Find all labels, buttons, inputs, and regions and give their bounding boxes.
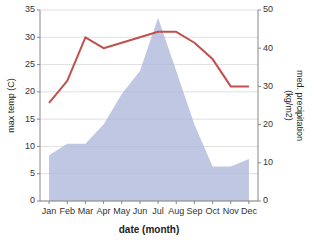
- y2-tick-label: 20: [263, 119, 273, 129]
- x-tick: [158, 201, 159, 204]
- left-axis-line: [40, 10, 41, 201]
- x-tick-label: Sep: [186, 206, 202, 216]
- y2-tick: [258, 201, 261, 202]
- x-tick-label: Feb: [59, 206, 75, 216]
- x-axis-line: [40, 201, 258, 202]
- x-tick-label: Jul: [152, 206, 164, 216]
- grid: [40, 10, 258, 201]
- y2-axis-label: med. precipitation(kg/m2): [284, 70, 305, 141]
- x-tick: [176, 201, 177, 204]
- y2-tick-label: 40: [263, 43, 273, 53]
- chart: 0 5 10 15 20 25 30 35 0 10 20 30 40 50 JanFebMarAprMay…: [0, 0, 318, 247]
- grid-line: [40, 37, 258, 38]
- y2-tick-label: 50: [263, 4, 273, 14]
- x-tick: [194, 201, 195, 204]
- x-tick-label: Dec: [241, 206, 258, 216]
- x-tick-label: Jan: [42, 206, 57, 216]
- y2-axis-label-line: (kg/m2): [284, 90, 294, 121]
- plot-area: [49, 18, 249, 201]
- right-axis-line: [258, 10, 259, 201]
- temperature-line: [49, 32, 249, 103]
- y2-tick: [258, 10, 261, 11]
- y-tick: [37, 64, 40, 65]
- y-tick-label: 25: [25, 59, 35, 69]
- x-tick-label: Aug: [168, 206, 184, 216]
- y2-axis-label-line: med. precipitation: [295, 70, 305, 141]
- x-tick-label: Jun: [133, 206, 148, 216]
- x-tick: [139, 201, 140, 204]
- x-tick-label: Nov: [223, 206, 240, 216]
- y-tick: [37, 201, 40, 202]
- y-tick-label: 20: [25, 86, 35, 96]
- y-tick-label: 5: [30, 168, 35, 178]
- y2-tick-label: 10: [263, 157, 273, 167]
- x-tick: [49, 201, 50, 204]
- x-tick: [248, 201, 249, 204]
- x-tick: [230, 201, 231, 204]
- x-tick-label: May: [113, 206, 131, 216]
- y2-tick: [258, 124, 261, 125]
- precipitation-area: [49, 18, 249, 201]
- axes: 0 5 10 15 20 25 30 35 0 10 20 30 40 50 JanFebMarAprMay…: [25, 4, 273, 216]
- y2-tick: [258, 86, 261, 87]
- y-tick-label: 0: [30, 195, 35, 205]
- y-axis-label: max temp (C): [6, 78, 16, 133]
- x-tick-label: Mar: [78, 206, 94, 216]
- x-axis-label: date (month): [119, 224, 180, 235]
- x-tick: [121, 201, 122, 204]
- y-tick-label: 35: [25, 4, 35, 14]
- y2-tick-label: 0: [263, 195, 268, 205]
- y-tick: [37, 173, 40, 174]
- y-tick-label: 10: [25, 141, 35, 151]
- y2-tick: [258, 162, 261, 163]
- y-tick: [37, 146, 40, 147]
- x-tick: [212, 201, 213, 204]
- x-tick: [85, 201, 86, 204]
- x-tick: [103, 201, 104, 204]
- x-tick-label: Apr: [97, 206, 111, 216]
- y-tick: [37, 10, 40, 11]
- x-tick-label: Oct: [206, 206, 221, 216]
- y-tick-label: 15: [25, 114, 35, 124]
- grid-line: [40, 10, 258, 11]
- grid-line: [40, 201, 258, 202]
- y-tick: [37, 37, 40, 38]
- y-tick: [37, 119, 40, 120]
- y2-tick: [258, 48, 261, 49]
- y-tick-label: 30: [25, 32, 35, 42]
- x-tick: [67, 201, 68, 204]
- y2-tick-label: 30: [263, 81, 273, 91]
- y-tick: [37, 91, 40, 92]
